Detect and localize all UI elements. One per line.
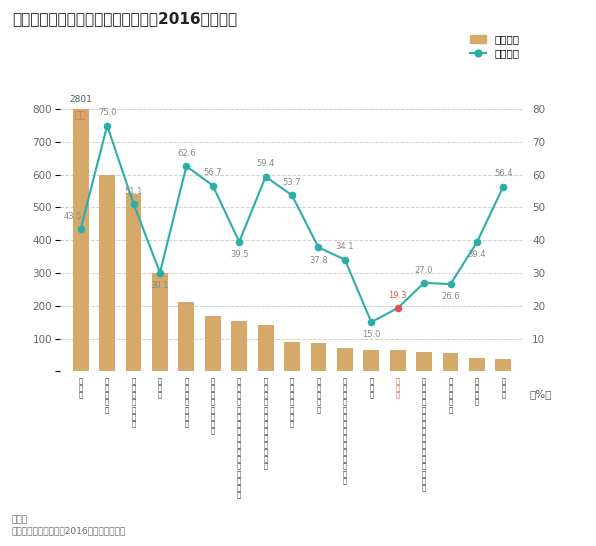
Text: 59.4: 59.4 xyxy=(256,159,275,169)
Text: 2801: 2801 xyxy=(69,96,92,104)
Bar xyxy=(178,302,194,371)
Text: 43.5: 43.5 xyxy=(64,212,82,221)
Bar xyxy=(126,194,141,371)
Bar xyxy=(364,350,379,371)
Bar xyxy=(443,353,458,371)
Text: 37.8: 37.8 xyxy=(309,256,328,265)
Legend: 就業者数, 女性比率: 就業者数, 女性比率 xyxy=(470,34,519,58)
Text: 62.6: 62.6 xyxy=(177,149,195,158)
Text: 53.7: 53.7 xyxy=(283,178,302,187)
Bar xyxy=(205,316,221,371)
Bar xyxy=(73,109,89,371)
Text: 56.7: 56.7 xyxy=(203,168,222,177)
Bar xyxy=(416,352,432,371)
Text: 39.4: 39.4 xyxy=(468,251,486,259)
Text: 75.0: 75.0 xyxy=(98,109,116,117)
Text: 出典：
総務省『労働力調査（2016年）』より作成: 出典： 総務省『労働力調査（2016年）』より作成 xyxy=(12,515,126,535)
Bar xyxy=(257,325,274,371)
Text: 女性の産業別就業者数および比率（2016年平均）: 女性の産業別就業者数および比率（2016年平均） xyxy=(12,11,237,26)
Bar xyxy=(152,273,168,371)
Bar xyxy=(99,175,115,371)
Text: 34.1: 34.1 xyxy=(336,242,354,251)
Text: 51.1: 51.1 xyxy=(125,187,143,195)
Text: 15.0: 15.0 xyxy=(362,330,380,339)
Text: 30.1: 30.1 xyxy=(151,281,169,290)
Bar xyxy=(311,343,327,371)
Text: 39.5: 39.5 xyxy=(230,250,249,259)
Bar xyxy=(284,342,300,371)
Text: 27.0: 27.0 xyxy=(415,266,433,275)
Bar xyxy=(337,348,353,371)
Text: 〰〰: 〰〰 xyxy=(75,109,86,119)
Bar xyxy=(390,350,406,371)
Text: 26.6: 26.6 xyxy=(441,292,460,301)
Text: （%）: （%） xyxy=(529,389,551,399)
Bar xyxy=(495,359,511,371)
Text: 19.3: 19.3 xyxy=(389,291,407,300)
Bar xyxy=(469,358,485,371)
Text: 56.4: 56.4 xyxy=(494,169,513,179)
Bar xyxy=(231,321,247,371)
